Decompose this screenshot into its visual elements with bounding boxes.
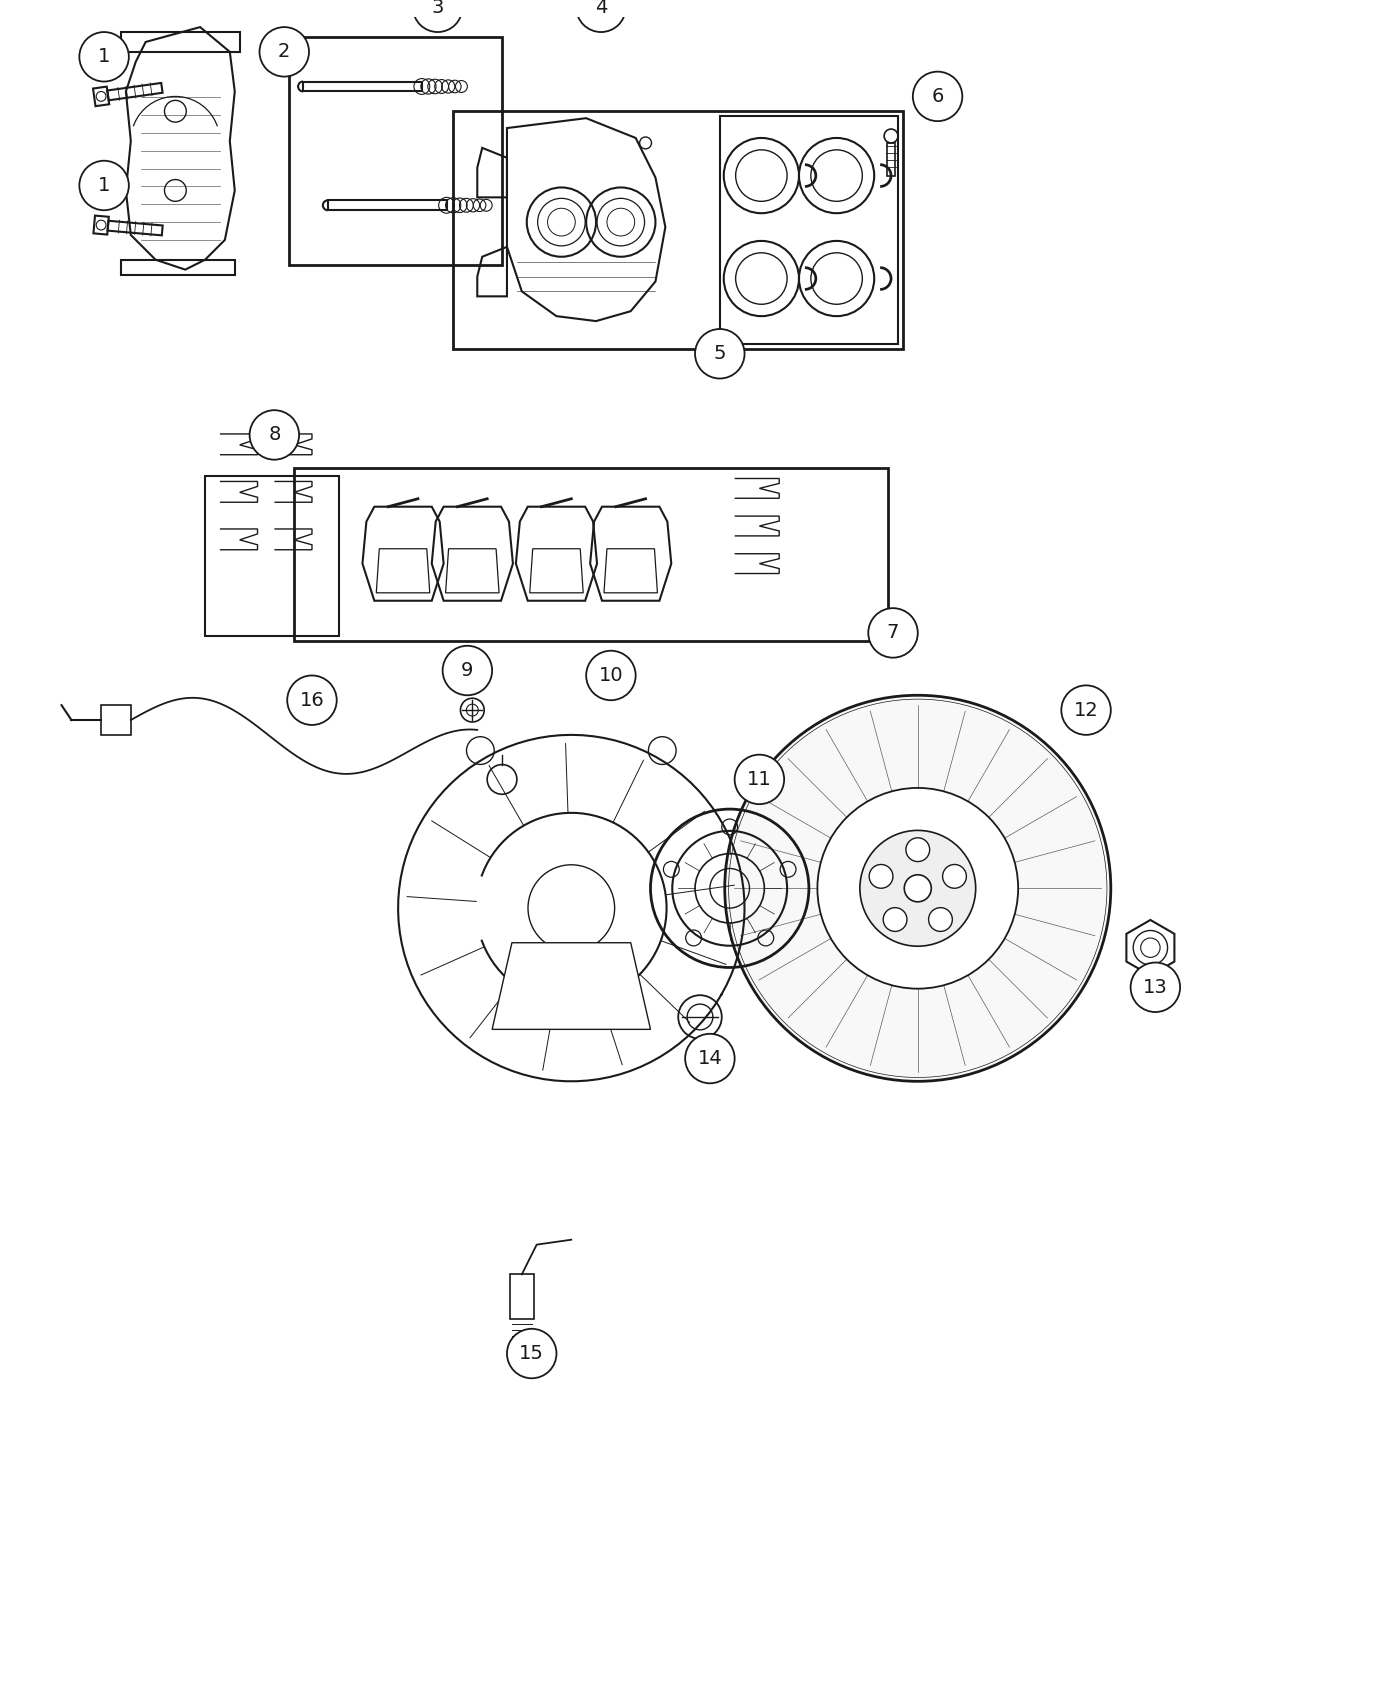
Bar: [510, 1275, 533, 1319]
Circle shape: [507, 1329, 556, 1379]
Circle shape: [725, 695, 1110, 1081]
Bar: [290, 37, 503, 265]
Circle shape: [80, 32, 129, 82]
Text: 5: 5: [714, 345, 727, 364]
Bar: [452, 110, 903, 348]
Circle shape: [259, 27, 309, 76]
Circle shape: [577, 0, 626, 32]
Text: 11: 11: [748, 770, 771, 789]
Circle shape: [287, 675, 337, 724]
Circle shape: [413, 0, 462, 32]
Circle shape: [80, 162, 129, 211]
Circle shape: [818, 787, 1018, 989]
Circle shape: [928, 908, 952, 932]
Text: 7: 7: [886, 624, 899, 643]
Text: 15: 15: [519, 1345, 545, 1363]
Text: 2: 2: [279, 42, 290, 61]
Circle shape: [869, 865, 893, 887]
Circle shape: [913, 71, 962, 121]
Text: 13: 13: [1142, 977, 1168, 996]
Bar: [294, 468, 888, 641]
Circle shape: [442, 646, 493, 695]
Circle shape: [587, 651, 636, 700]
Text: 12: 12: [1074, 700, 1099, 719]
Text: 4: 4: [595, 0, 608, 17]
Text: 1: 1: [98, 48, 111, 66]
Bar: [204, 476, 339, 636]
Circle shape: [685, 1034, 735, 1083]
Circle shape: [883, 908, 907, 932]
Circle shape: [735, 755, 784, 804]
Text: 14: 14: [697, 1049, 722, 1068]
Polygon shape: [493, 944, 651, 1030]
Circle shape: [906, 838, 930, 862]
Text: 10: 10: [599, 666, 623, 685]
Text: 8: 8: [269, 425, 280, 444]
Circle shape: [1131, 962, 1180, 1012]
Text: 1: 1: [98, 177, 111, 196]
Circle shape: [942, 865, 966, 887]
Circle shape: [860, 830, 976, 947]
Circle shape: [694, 330, 745, 379]
Polygon shape: [302, 82, 421, 92]
Circle shape: [249, 410, 300, 459]
Text: 9: 9: [461, 661, 473, 680]
Polygon shape: [328, 201, 447, 211]
Bar: [720, 116, 897, 343]
Circle shape: [868, 609, 918, 658]
Text: 3: 3: [431, 0, 444, 17]
Text: 16: 16: [300, 690, 325, 709]
Circle shape: [1061, 685, 1110, 734]
Text: 6: 6: [931, 87, 944, 105]
Circle shape: [904, 876, 931, 901]
